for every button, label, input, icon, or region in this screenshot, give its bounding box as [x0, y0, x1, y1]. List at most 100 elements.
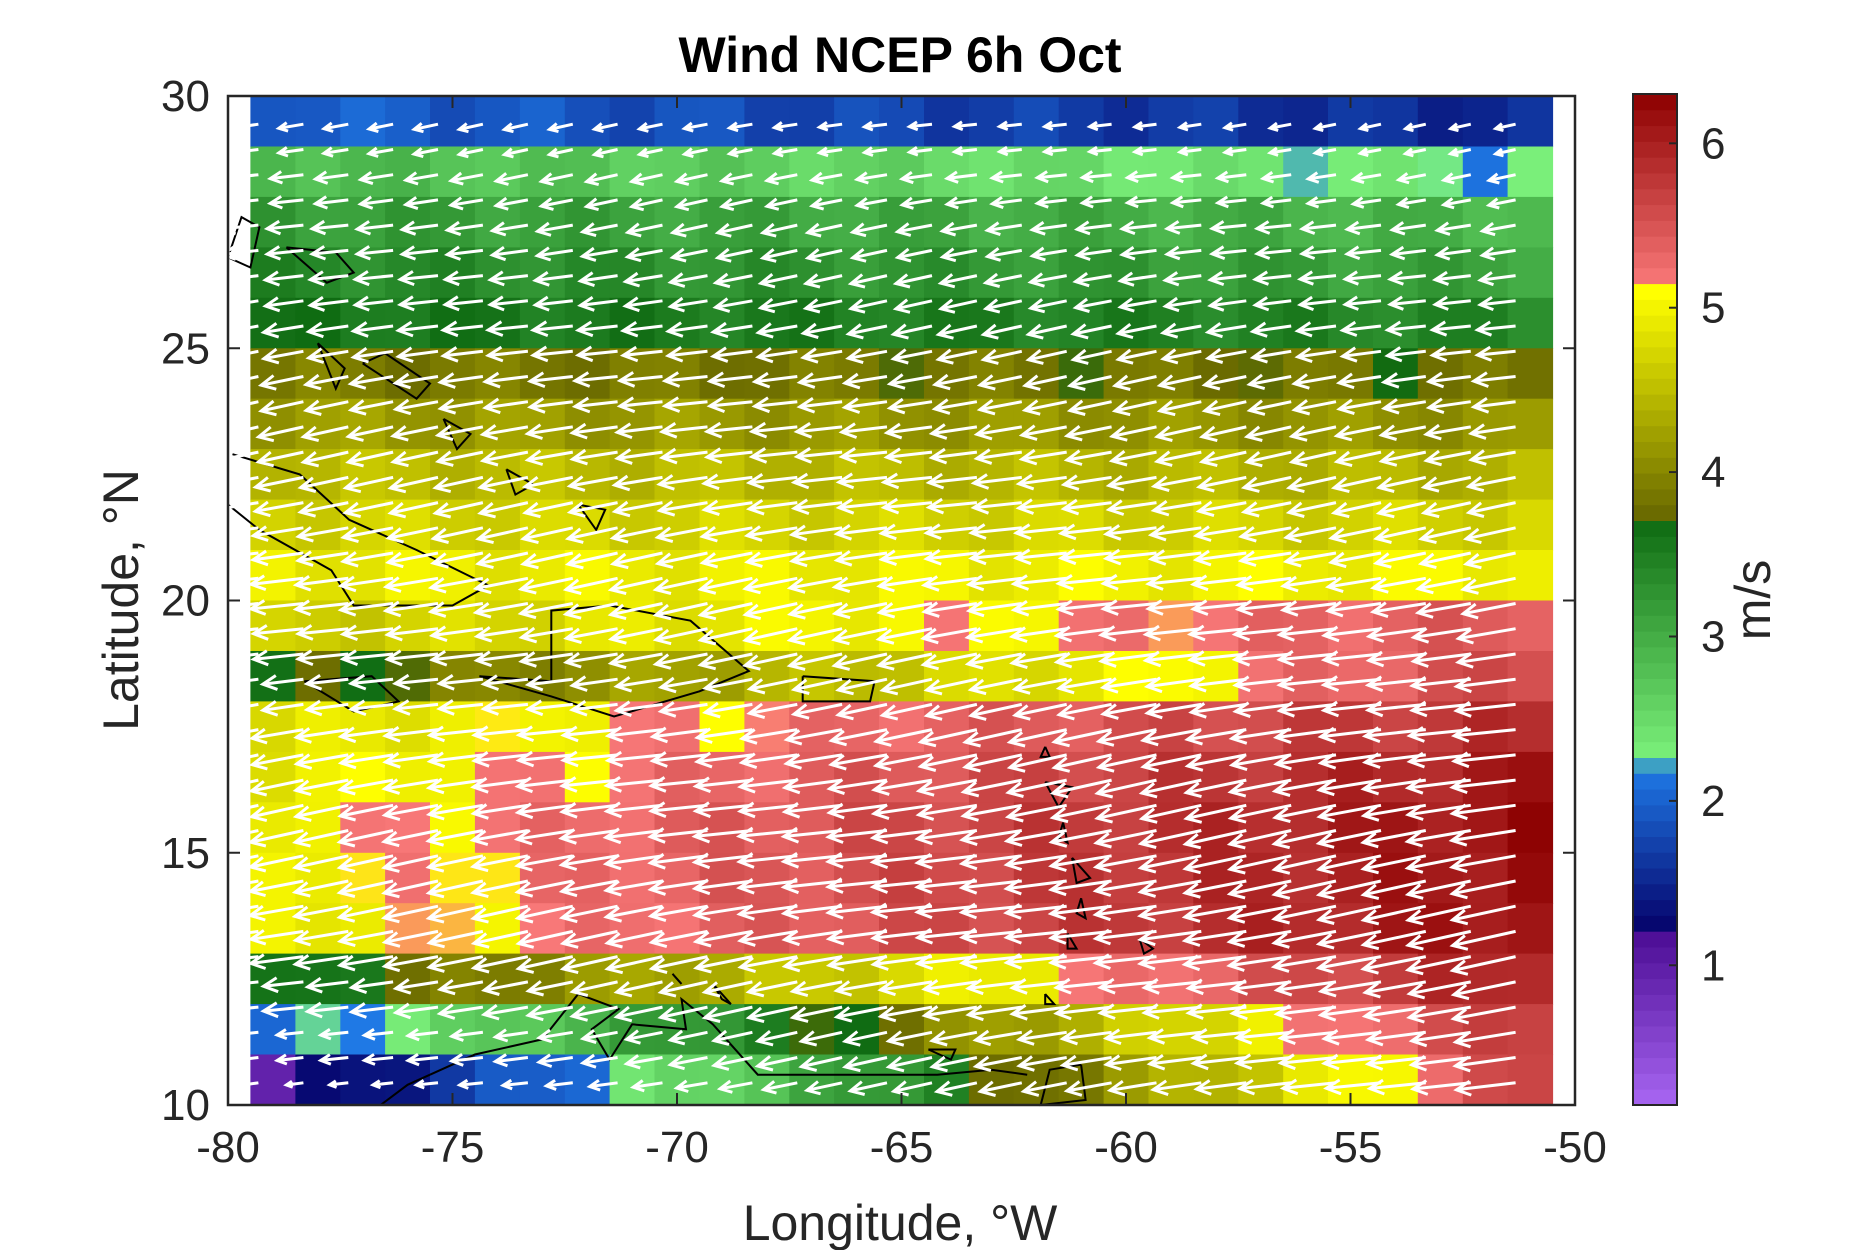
heatmap-cell — [430, 146, 476, 198]
wind-arrow — [230, 120, 259, 133]
wind-arrow — [1360, 803, 1427, 822]
wind-arrow — [586, 1079, 618, 1092]
heatmap-cell — [1103, 196, 1150, 248]
wind-arrow — [745, 498, 798, 516]
wind-arrow — [1226, 879, 1292, 900]
wind-arrow — [202, 904, 259, 921]
colorbar-tick-label: 6 — [1701, 119, 1725, 168]
wind-arrow — [1111, 374, 1157, 391]
wind-arrow — [1041, 145, 1067, 157]
wind-arrow — [718, 197, 753, 212]
wind-arrow — [434, 450, 484, 467]
wind-arrow — [1156, 399, 1202, 417]
wind-arrow — [1420, 475, 1472, 493]
wind-arrow — [656, 500, 708, 517]
wind-arrow — [382, 726, 439, 743]
heatmap-cell — [1328, 196, 1374, 248]
colorbar-frame — [1632, 93, 1678, 1106]
wind-arrow — [1010, 574, 1067, 591]
wind-arrow — [914, 902, 978, 920]
wind-arrow — [1003, 854, 1067, 872]
wind-arrow — [1163, 220, 1202, 235]
wind-arrow — [559, 955, 618, 975]
wind-arrow — [833, 524, 888, 541]
wind-arrow — [1240, 501, 1292, 518]
wind-arrow — [657, 980, 708, 998]
wind-arrow — [492, 1053, 529, 1068]
wind-arrow — [960, 803, 1023, 822]
wind-arrow — [579, 1029, 618, 1044]
colorbar-segment — [1633, 789, 1677, 806]
wind-arrow — [210, 425, 259, 443]
wind-arrow — [1449, 904, 1516, 926]
wind-arrow — [879, 702, 933, 721]
wind-arrow — [802, 298, 843, 314]
wind-arrow — [1207, 296, 1247, 312]
coastline — [479, 604, 751, 718]
wind-arrow — [1259, 170, 1292, 184]
wind-arrow — [958, 902, 1022, 920]
wind-arrow — [875, 652, 933, 671]
heatmap-cell — [474, 96, 521, 148]
wind-arrow — [697, 576, 753, 595]
wind-arrow — [880, 472, 933, 490]
coastline — [1039, 746, 1052, 758]
wind-arrow — [886, 373, 933, 390]
heatmap-cell — [654, 146, 700, 198]
colorbar-segment — [1633, 583, 1677, 600]
wind-arrow — [1142, 624, 1202, 642]
wind-arrow — [920, 627, 978, 645]
colorbar-segment — [1633, 109, 1677, 127]
wind-arrow — [448, 1053, 484, 1067]
y-tick-label: 30 — [161, 72, 210, 121]
heatmap-cell — [924, 96, 970, 148]
wind-arrow — [1364, 675, 1426, 693]
wind-arrow — [849, 222, 888, 238]
wind-arrow — [1140, 753, 1202, 773]
wind-arrow — [203, 803, 259, 822]
wind-arrow — [559, 929, 618, 949]
y-tick-label: 25 — [161, 324, 210, 373]
wind-arrow — [1092, 928, 1157, 946]
wind-arrow — [736, 852, 798, 869]
heatmap-cell — [564, 398, 611, 450]
heatmap-cell — [1507, 449, 1554, 501]
wind-arrow — [1315, 829, 1382, 849]
wind-arrow — [790, 677, 843, 695]
wind-arrow — [1365, 626, 1427, 643]
wind-arrow — [744, 551, 798, 568]
wind-arrow — [602, 827, 663, 845]
wind-arrow — [1016, 1055, 1067, 1072]
coastline — [303, 675, 401, 713]
wind-arrow — [1453, 676, 1516, 694]
wind-arrow — [441, 295, 484, 312]
heatmap-cell — [609, 96, 656, 148]
wind-arrow — [395, 320, 439, 338]
wind-arrow — [1378, 450, 1427, 467]
wind-arrow — [607, 602, 663, 621]
wind-arrow — [260, 322, 304, 339]
wind-arrow — [616, 396, 663, 414]
wind-arrow — [247, 904, 304, 922]
heatmap-cell — [968, 196, 1015, 248]
wind-arrow — [1095, 753, 1157, 773]
wind-arrow — [1369, 601, 1427, 619]
wind-arrow — [702, 677, 753, 694]
wind-arrow — [247, 829, 304, 848]
wind-arrow — [326, 1079, 349, 1089]
wind-arrow — [437, 398, 484, 415]
wind-arrow — [260, 1001, 304, 1019]
wind-arrow — [1066, 374, 1112, 391]
colorbar-segment — [1633, 978, 1677, 995]
wind-arrow — [250, 624, 304, 641]
heatmap-cell — [340, 146, 386, 198]
wind-arrow — [937, 273, 978, 289]
wind-arrow — [798, 1030, 843, 1047]
wind-arrow — [1034, 195, 1067, 209]
wind-arrow — [252, 475, 304, 493]
wind-arrow — [1431, 270, 1471, 286]
wind-arrow — [1267, 121, 1292, 132]
wind-arrow — [380, 904, 439, 924]
wind-arrow — [425, 955, 484, 973]
wind-arrow — [1320, 650, 1382, 667]
